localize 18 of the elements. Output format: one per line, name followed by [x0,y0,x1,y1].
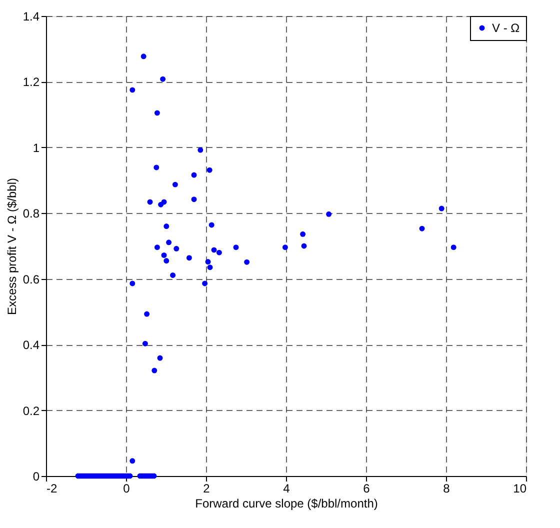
x-tick-label: 8 [443,482,450,496]
y-tick-label: 0.6 [22,272,40,286]
y-tick-label: 0 [32,470,40,484]
x-tick-label: 4 [283,482,290,496]
legend-label: V - Ω [492,21,520,35]
x-tick-label: 0 [123,482,130,496]
x-tick-label: 10 [513,482,527,496]
y-tick-label: 1.2 [22,75,40,90]
x-tick-label: 6 [363,482,370,496]
y-axis-title: Excess profit V - Ω ($/bbl) [4,178,19,316]
y-tick-label: 1.4 [22,10,40,24]
x-tick-label: 2 [203,482,210,496]
x-axis-title: Forward curve slope ($/bbl/month) [195,496,378,510]
y-tick-label: 1 [32,140,40,155]
y-tick-label: 0.8 [22,206,40,221]
y-tick-label: 0.4 [22,338,40,352]
y-tick-label: 0.2 [22,404,40,418]
x-tick-label: -2 [46,482,58,496]
